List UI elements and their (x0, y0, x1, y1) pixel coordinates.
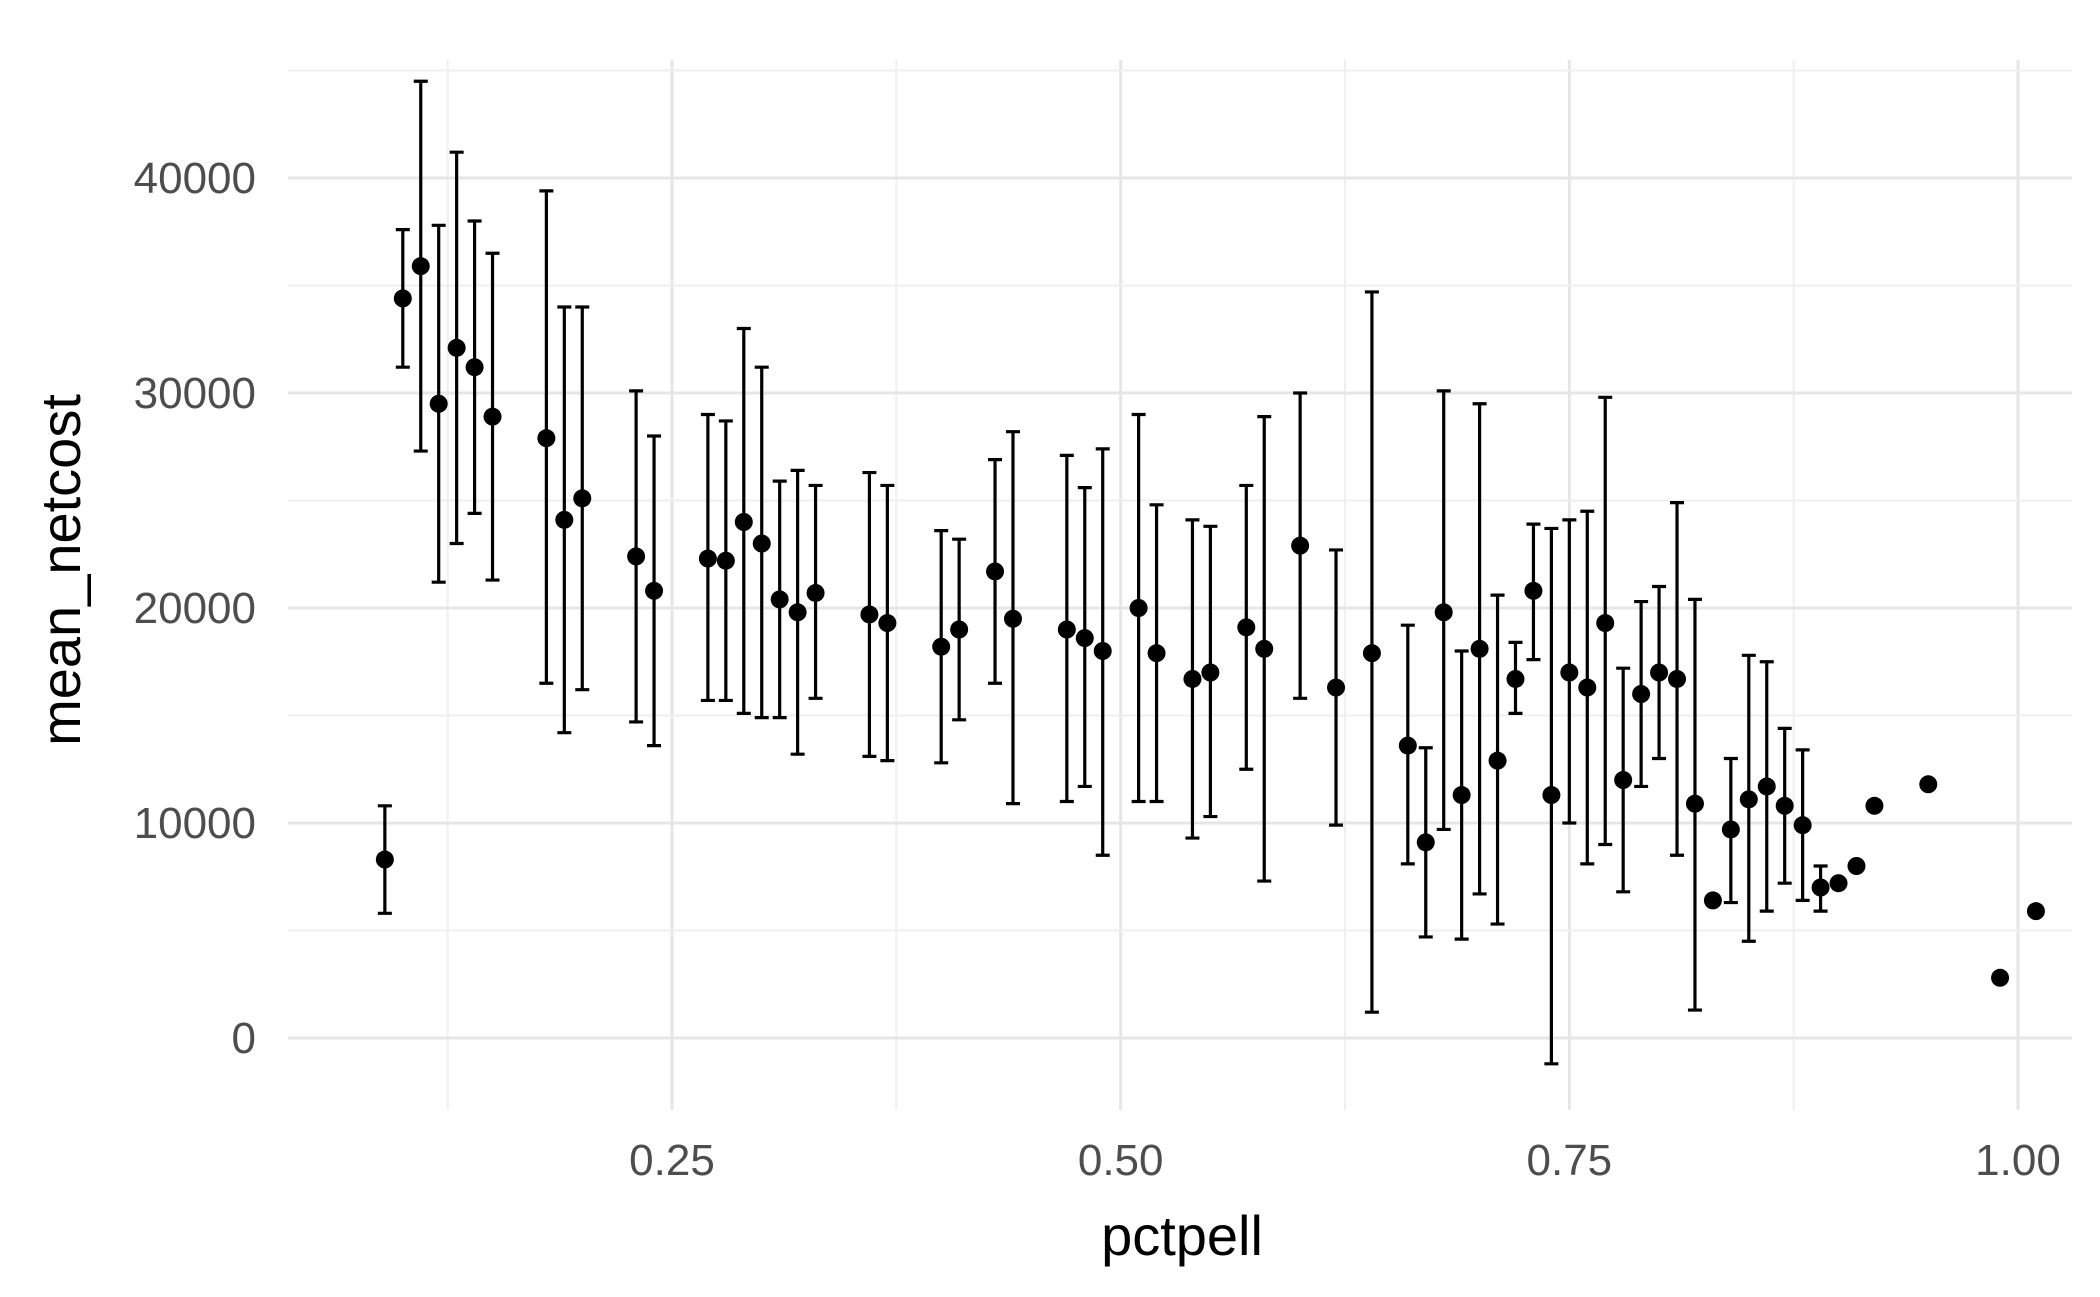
data-point (411, 257, 430, 276)
y-tick-label: 20000 (134, 584, 256, 633)
data-point (950, 620, 969, 639)
data-point (1757, 777, 1776, 796)
data-point (1291, 536, 1310, 555)
data-point (645, 581, 664, 600)
data-point (1237, 618, 1256, 637)
data-point (1703, 891, 1722, 910)
data-point (770, 590, 789, 609)
data-point (1685, 794, 1704, 813)
data-point (1847, 857, 1866, 875)
data-point (1578, 678, 1597, 697)
data-point (1793, 816, 1812, 835)
data-point (1506, 669, 1525, 688)
y-axis-title: mean_netcost (29, 394, 92, 746)
data-point (1811, 878, 1830, 897)
data-point (1721, 820, 1740, 839)
data-point (1434, 603, 1453, 622)
data-point (788, 603, 807, 622)
data-point (1416, 833, 1435, 852)
x-tick-label: 0.75 (1527, 1136, 1613, 1185)
data-point (1003, 609, 1022, 628)
y-axis-ticks: 0 10000 20000 30000 40000 (134, 154, 256, 1063)
data-point (986, 562, 1005, 581)
data-point (1614, 771, 1633, 789)
y-tick-label: 10000 (134, 799, 256, 848)
data-point (1739, 790, 1758, 809)
data-point (806, 583, 825, 602)
y-tick-label: 40000 (134, 154, 256, 203)
data-point (932, 637, 951, 656)
data-point (1991, 968, 2010, 987)
data-point (1775, 796, 1794, 815)
grid-lines (288, 60, 2072, 1110)
data-point (1488, 751, 1507, 770)
data-point (1093, 642, 1112, 660)
x-axis-ticks: 0.25 0.50 0.75 1.00 (629, 1136, 2061, 1185)
data-points (375, 257, 2045, 987)
data-point (393, 289, 412, 308)
data-point (447, 338, 466, 357)
data-point (698, 549, 717, 568)
data-point (1452, 786, 1471, 805)
data-point (1470, 639, 1489, 658)
data-point (1865, 796, 1884, 815)
y-tick-label: 30000 (134, 369, 256, 418)
data-point (627, 547, 646, 566)
data-point (1596, 614, 1615, 633)
data-point (1919, 775, 1938, 794)
x-tick-label: 0.25 (629, 1136, 715, 1185)
data-point (1542, 786, 1561, 805)
data-point (1255, 639, 1274, 658)
data-point (1362, 644, 1381, 663)
data-point (1201, 663, 1220, 682)
data-point (716, 551, 735, 570)
data-point (752, 534, 771, 553)
data-point (1560, 663, 1579, 682)
data-point (1524, 581, 1543, 600)
data-point (573, 489, 592, 508)
data-point (734, 513, 753, 531)
data-point (1327, 678, 1346, 697)
data-point (555, 510, 574, 529)
data-point (860, 605, 879, 624)
data-point (429, 394, 448, 413)
data-point (465, 358, 484, 377)
data-point (1075, 629, 1094, 648)
data-point (375, 850, 394, 869)
data-point (1650, 663, 1669, 682)
x-tick-label: 0.50 (1078, 1136, 1164, 1185)
data-point (1668, 669, 1687, 688)
data-point (1057, 620, 1076, 639)
x-axis-title: pctpell (1101, 1204, 1263, 1267)
data-point (483, 407, 502, 426)
data-point (1829, 874, 1848, 893)
data-point (1129, 599, 1148, 617)
x-tick-label: 1.00 (1975, 1136, 2061, 1185)
data-point (537, 429, 556, 448)
data-point (1183, 669, 1202, 688)
data-point (1147, 644, 1166, 663)
data-point (1398, 736, 1417, 755)
data-point (2026, 902, 2045, 921)
data-point (878, 614, 897, 633)
data-point (1632, 685, 1651, 703)
y-tick-label: 0 (232, 1014, 256, 1063)
error-bars (377, 79, 1828, 1066)
